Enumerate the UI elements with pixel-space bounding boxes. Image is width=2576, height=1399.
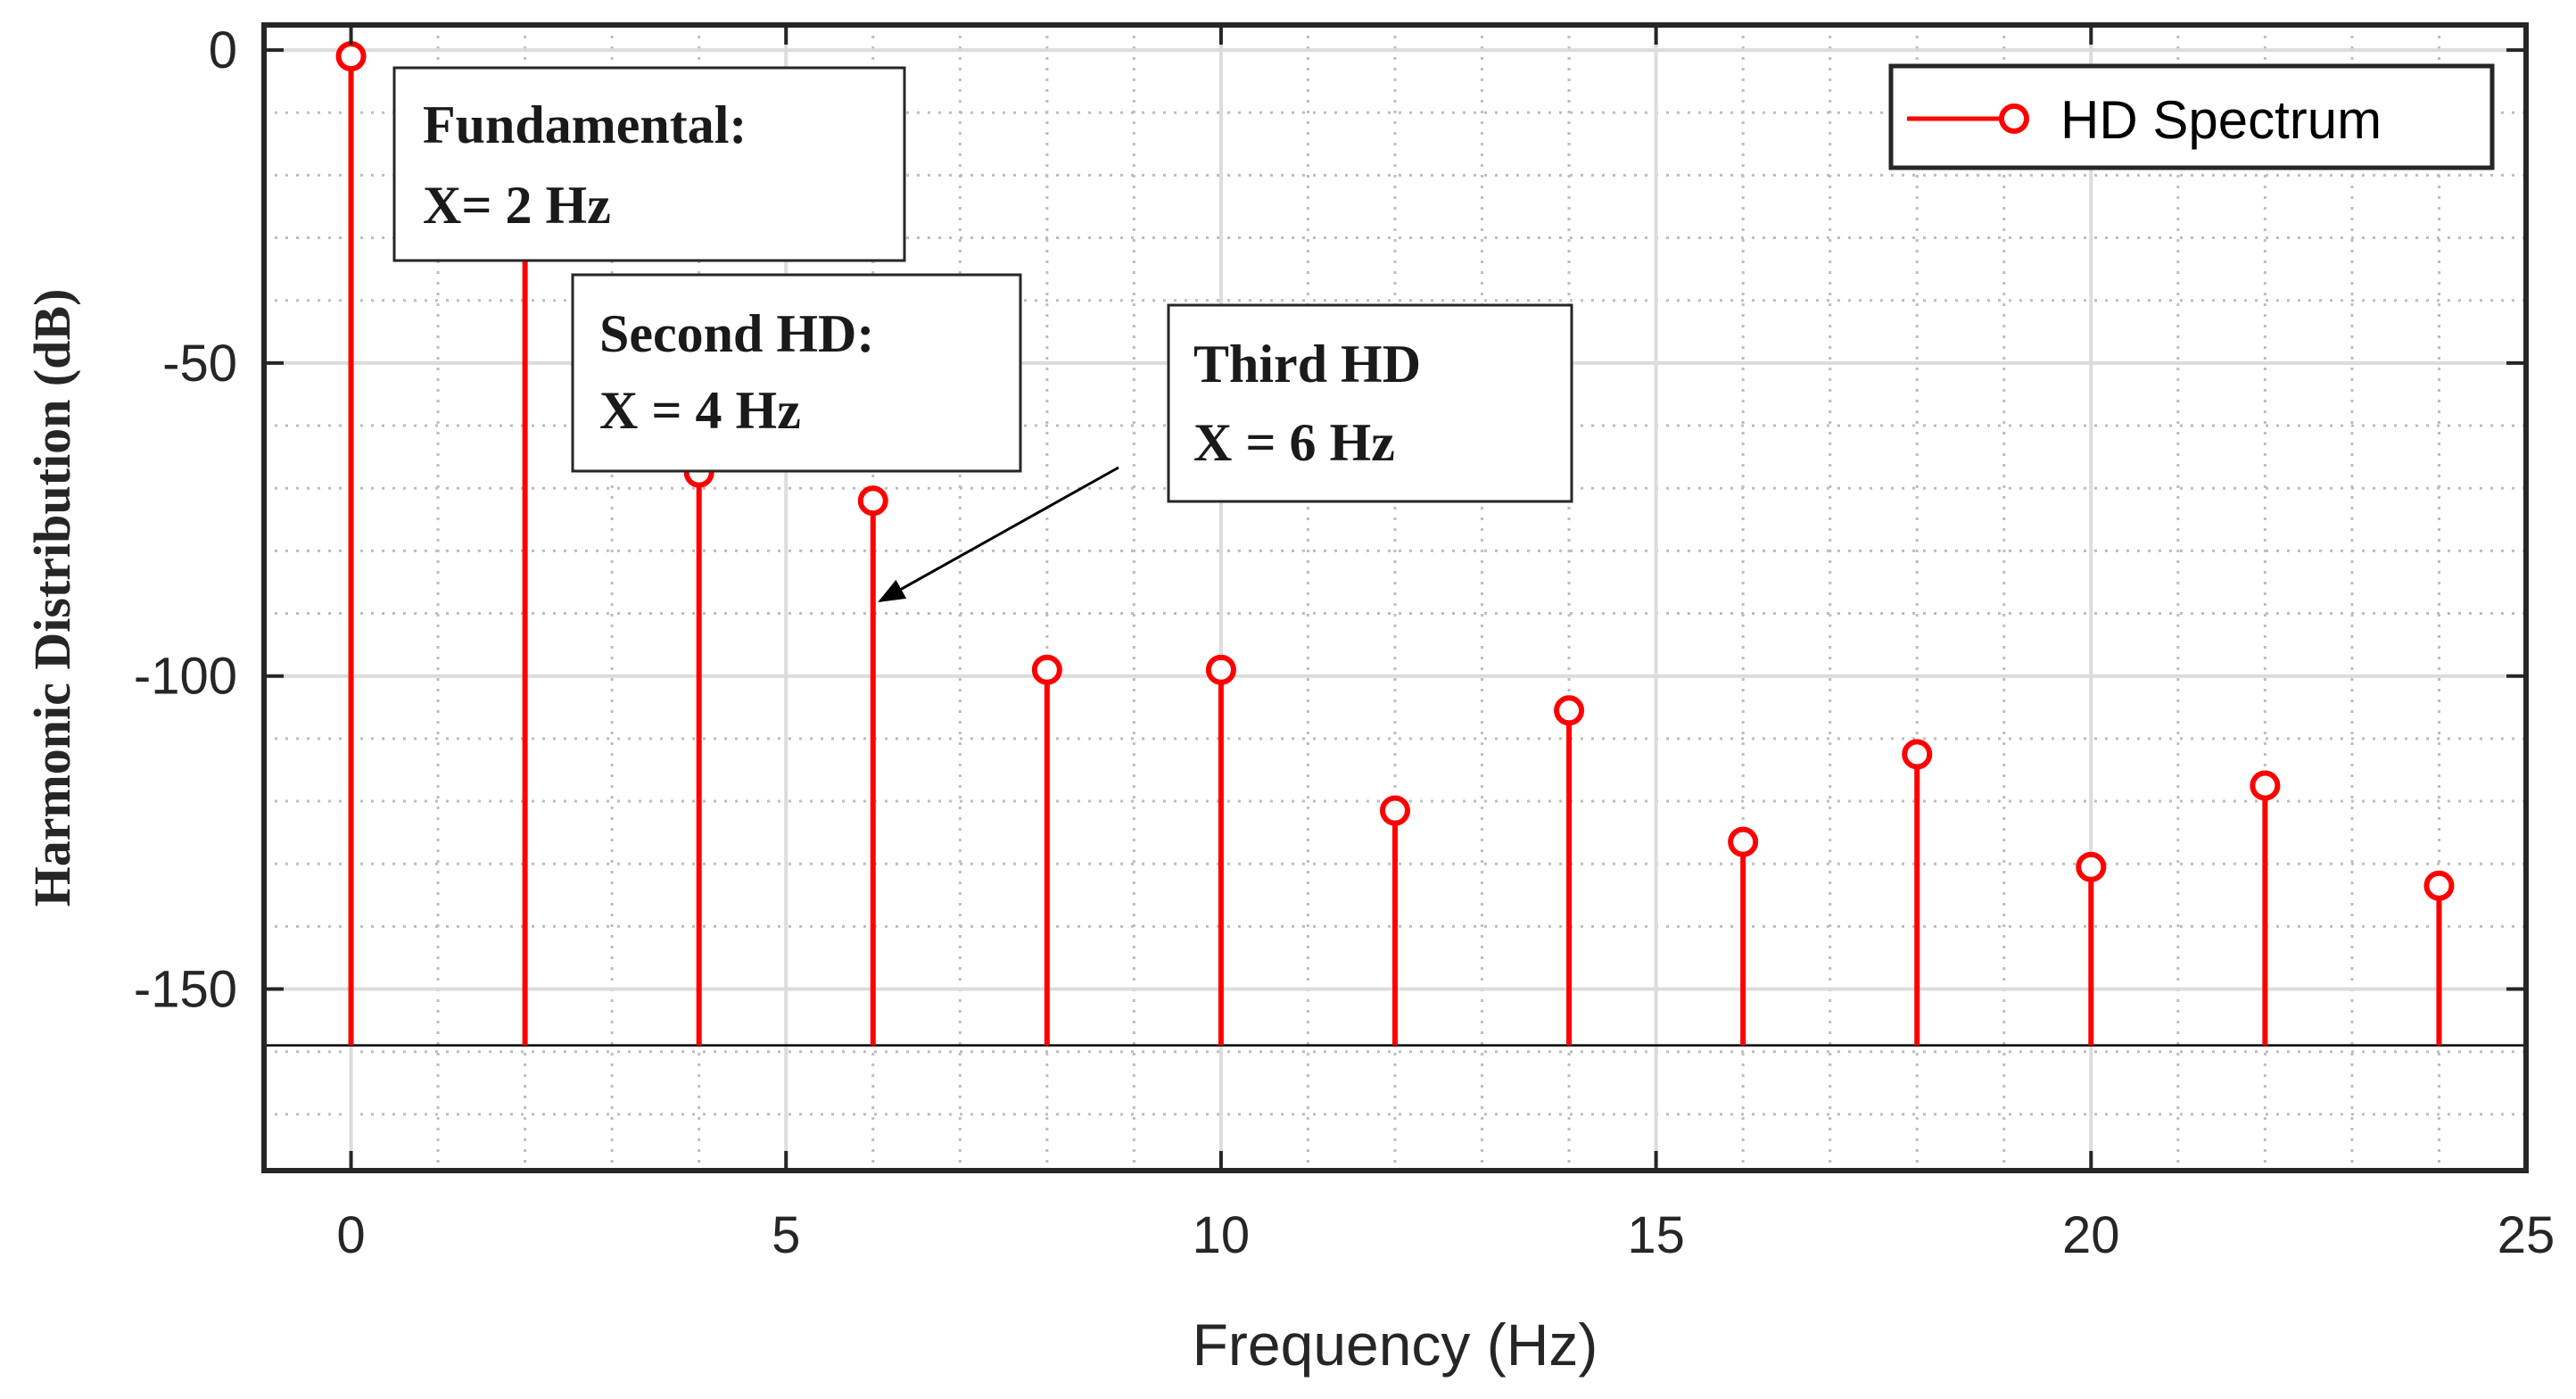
stem-marker xyxy=(1728,826,1759,857)
plot-frame xyxy=(261,22,2529,1173)
annotation-arrow xyxy=(878,466,1119,602)
axis-ticks xyxy=(264,25,2528,1171)
stem-marker xyxy=(1380,795,1410,826)
x-axis-title: Frequency (Hz) xyxy=(1193,1312,1598,1378)
stem-marker xyxy=(2076,851,2107,882)
stem-marker xyxy=(2423,870,2455,901)
x-tick-labels: 0 5 10 15 20 25 xyxy=(336,1206,2555,1264)
annotation-fundamental-line-2: X= 2 Hz xyxy=(423,176,611,235)
stem-marker xyxy=(1902,739,1933,770)
y-tick-label: -100 xyxy=(134,648,237,706)
legend-label: HD Spectrum xyxy=(2060,90,2382,150)
x-tick-label: 10 xyxy=(1193,1206,1251,1264)
y-tick-label: -50 xyxy=(162,335,237,393)
y-axis-title: Harmonic Distribution (dB) xyxy=(23,289,81,907)
stem-marker xyxy=(1205,654,1236,685)
annotation-fundamental-line-1: Fundamental: xyxy=(423,95,747,154)
annotation-third-hd: Third HD X = 6 Hz xyxy=(1167,303,1573,503)
annotation-third-hd-line-1: Third HD xyxy=(1193,335,1421,393)
stem-marker xyxy=(335,41,367,72)
stem-marker xyxy=(2250,770,2281,801)
x-tick-label: 0 xyxy=(336,1206,365,1264)
legend: HD Spectrum xyxy=(1888,63,2495,170)
stem-marker xyxy=(1031,654,1062,685)
annotation-third-hd-line-2: X = 6 Hz xyxy=(1193,413,1395,472)
y-tick-label: 0 xyxy=(209,21,237,79)
x-tick-label: 25 xyxy=(2498,1206,2555,1264)
y-tick-label: -150 xyxy=(134,961,237,1019)
x-tick-label: 5 xyxy=(772,1206,800,1264)
x-tick-label: 15 xyxy=(1627,1206,1685,1264)
annotation-second-hd-line-2: X = 4 Hz xyxy=(599,381,801,440)
annotation-second-hd: Second HD: X = 4 Hz xyxy=(571,273,1022,473)
stem-marker xyxy=(857,485,888,517)
annotation-fundamental: Fundamental: X= 2 Hz xyxy=(392,66,906,262)
x-tick-label: 20 xyxy=(2062,1206,2120,1264)
annotation-second-hd-line-1: Second HD: xyxy=(599,304,874,363)
y-tick-labels: 0 -50 -100 -150 xyxy=(134,21,237,1018)
legend-marker-icon xyxy=(1999,103,2029,134)
stem-marker xyxy=(1554,695,1585,726)
